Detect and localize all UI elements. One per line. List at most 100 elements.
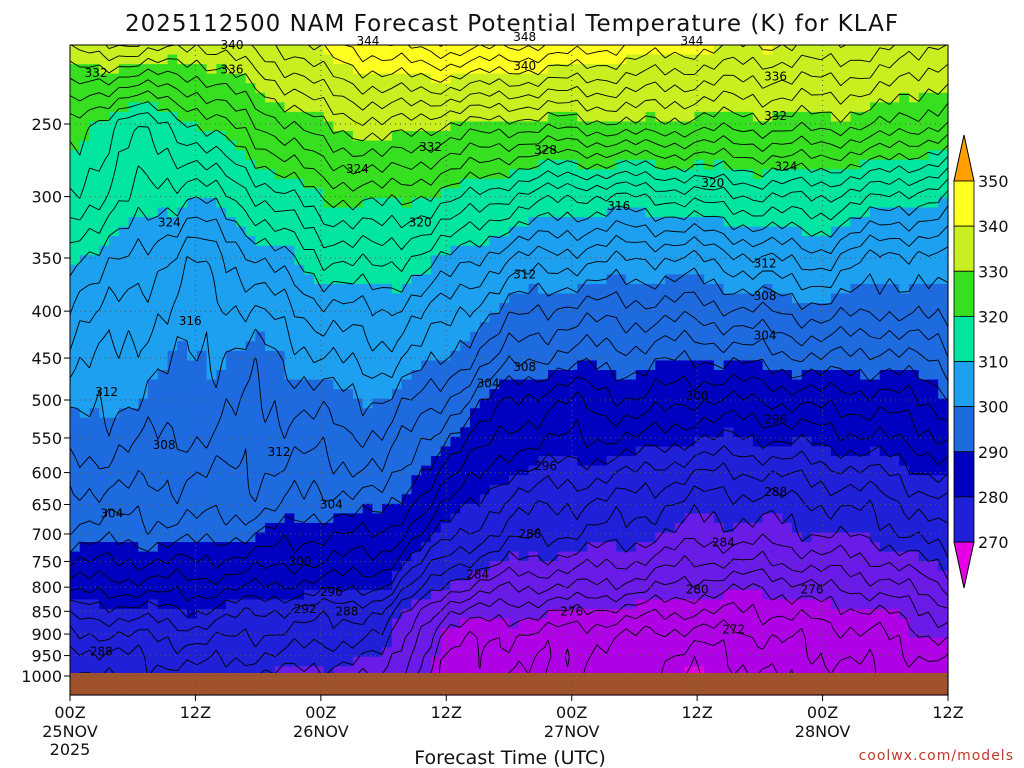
theta-cell [879,551,891,562]
theta-cell [167,264,178,276]
theta-cell [889,370,900,381]
theta-cell [323,264,334,276]
theta-cell [743,417,754,428]
theta-cell [450,312,461,323]
theta-cell [401,312,413,323]
theta-cell [187,551,198,562]
theta-cell [226,121,237,132]
theta-cell [401,408,413,419]
theta-cell [655,245,666,256]
theta-cell [284,102,295,113]
theta-cell [89,54,100,65]
theta-cell [655,341,666,352]
theta-cell [869,188,881,199]
theta-cell [274,436,286,448]
theta-cell [509,45,520,56]
theta-cell [489,436,500,448]
theta-cell [469,561,481,572]
theta-cell [167,131,178,142]
theta-cell [323,360,334,371]
theta-cell [645,446,656,457]
theta-cell [109,370,120,381]
theta-cell [606,417,617,428]
theta-cell [665,542,676,553]
theta-cell [772,331,783,342]
theta-cell [479,83,491,94]
theta-cell [450,303,461,314]
theta-cell [70,322,81,333]
theta-cell [274,274,286,285]
theta-cell [157,379,169,390]
theta-cell [596,111,608,123]
theta-cell [713,522,725,534]
theta-cell [440,64,452,75]
theta-cell [694,73,705,84]
theta-cell [577,226,588,237]
theta-cell [235,350,247,362]
theta-cell [469,83,481,94]
theta-cell [294,379,305,390]
theta-cell [860,331,871,342]
theta-cell [596,561,608,572]
theta-cell [762,494,773,505]
theta-cell [430,274,442,285]
theta-cell [401,341,413,352]
theta-cell [226,427,237,438]
theta-cell [411,150,422,161]
theta-cell [411,188,422,199]
theta-cell [704,64,715,75]
theta-cell [860,484,871,495]
theta-cell [567,331,578,342]
theta-cell [167,503,178,514]
theta-cell [382,312,393,323]
theta-cell [255,92,266,103]
theta-cell [391,159,403,170]
theta-cell [869,446,881,457]
theta-cell [343,379,354,390]
theta-cell [694,484,705,495]
theta-cell [645,45,656,56]
theta-cell [89,446,100,457]
theta-cell [782,542,793,553]
theta-cell [850,293,861,304]
theta-cell [118,64,130,75]
theta-cell [167,197,178,209]
theta-cell [284,360,295,371]
theta-cell [713,274,725,285]
theta-cell [235,92,247,103]
theta-cell [99,398,110,409]
theta-cell [694,264,705,276]
theta-cell [879,456,891,467]
theta-cell [762,303,773,314]
theta-cell [294,551,305,562]
theta-cell [899,522,910,534]
theta-cell [928,169,939,180]
theta-cell [694,542,705,553]
theta-cell [255,370,266,381]
theta-cell [645,350,656,362]
theta-cell [645,73,656,84]
theta-cell [128,561,139,572]
theta-cell [577,255,588,266]
theta-cell [713,312,725,323]
theta-cell [382,561,393,572]
theta-cell [772,255,783,266]
theta-cell [216,408,227,419]
theta-cell [509,542,520,553]
theta-cell [401,140,413,151]
theta-cell [743,102,754,113]
theta-cell [723,494,734,505]
theta-cell [684,465,695,476]
theta-cell [577,274,588,285]
theta-cell [694,312,705,323]
theta-cell [265,465,276,476]
theta-cell [840,408,852,419]
theta-cell [362,293,374,304]
theta-cell [226,561,237,572]
theta-cell [138,64,149,75]
theta-cell [635,92,647,103]
theta-cell [177,207,188,218]
theta-cell [421,389,432,400]
theta-cell [206,207,217,218]
theta-cell [889,503,900,514]
